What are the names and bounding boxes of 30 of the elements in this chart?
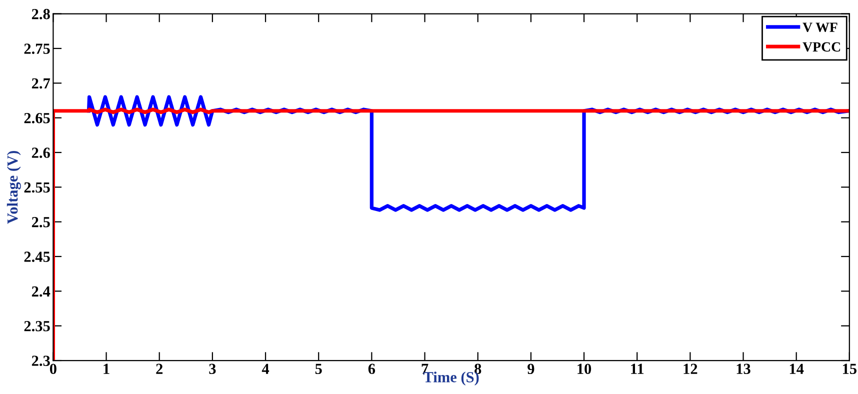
x-tick-label: 15 (843, 364, 856, 374)
x-tick-label: 10 (578, 364, 592, 374)
x-tick-label: 12 (684, 364, 698, 374)
y-tick-label: 2.45 (24, 252, 50, 262)
y-tick-label: 2.7 (32, 78, 50, 89)
legend-label: VPCC (802, 42, 840, 52)
x-tick-label: 13 (736, 364, 750, 374)
y-tick-label: 2.65 (24, 112, 50, 124)
y-tick-label: 2.3 (32, 356, 50, 366)
y-tick-label: 2.6 (32, 148, 50, 158)
y-axis-title: Voltage (V) (6, 150, 21, 224)
y-tick-label: 2.8 (32, 8, 50, 20)
y-tick-label: 2.35 (24, 321, 50, 332)
x-axis-title: Time (S) (423, 372, 479, 386)
x-tick-label: 0 (50, 364, 56, 374)
x-tick-label: 14 (790, 364, 804, 374)
legend-label: V WF (802, 22, 838, 32)
x-tick-label: 6 (368, 364, 376, 374)
x-tick-label: 2 (156, 364, 163, 374)
x-tick-label: 1 (104, 364, 110, 374)
y-tick-label: 2.4 (32, 286, 50, 297)
x-tick-label: 11 (631, 364, 644, 374)
x-tick-label: 5 (315, 364, 322, 374)
x-tick-label: 9 (528, 364, 534, 374)
x-tick-label: 3 (209, 364, 216, 374)
y-tick-label: 2.75 (24, 44, 50, 54)
x-tick-label: 4 (262, 364, 270, 374)
y-tick-label: 2.55 (24, 182, 50, 193)
x-tick-label: 8 (474, 364, 482, 374)
y-tick-label: 2.5 (32, 217, 50, 228)
